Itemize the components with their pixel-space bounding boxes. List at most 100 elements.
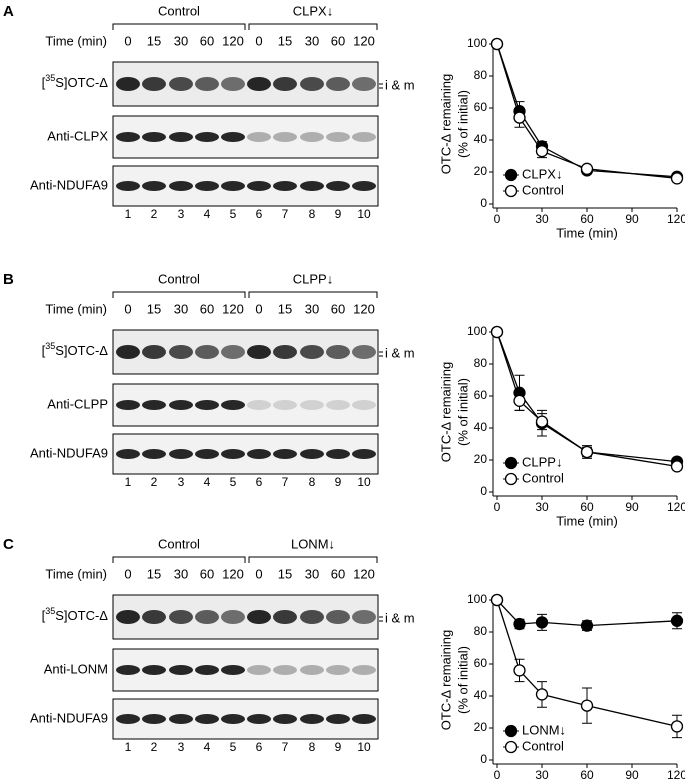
legend-marker	[504, 740, 518, 754]
lane-number: 6	[256, 740, 263, 754]
group-label: CLPP↓	[293, 271, 333, 286]
label-part: S]OTC-Δ	[55, 608, 108, 623]
lane-number: 4	[204, 207, 211, 221]
time-value: 30	[305, 33, 319, 48]
marker	[670, 720, 684, 733]
legend-marker	[504, 168, 518, 182]
label-part: S]OTC-Δ	[55, 75, 108, 90]
time-value: 15	[147, 566, 161, 581]
time-value: 120	[353, 301, 375, 316]
lane-number: 1	[125, 740, 132, 754]
lane-number: 3	[178, 740, 185, 754]
lane-number: 2	[151, 475, 158, 489]
lane-number: 5	[230, 740, 237, 754]
time-value: 15	[147, 301, 161, 316]
y-tick-label: 20	[474, 720, 488, 734]
time-value: 60	[200, 566, 214, 581]
marker	[580, 445, 594, 459]
band	[273, 400, 297, 410]
row-label: Anti-NDUFA9	[30, 710, 108, 725]
band	[116, 400, 140, 410]
y-tick-label: 60	[474, 100, 488, 114]
time-label: Time (min)	[45, 301, 107, 316]
band	[326, 400, 350, 410]
band	[300, 132, 324, 142]
band	[169, 77, 193, 91]
band	[352, 400, 376, 410]
band	[247, 449, 271, 459]
band	[352, 345, 376, 359]
marker	[670, 172, 684, 185]
band	[142, 400, 166, 410]
band	[352, 132, 376, 142]
band	[169, 449, 193, 459]
band	[300, 77, 324, 91]
band	[169, 610, 193, 624]
band	[116, 132, 140, 142]
band	[273, 714, 297, 724]
y-tick-label: 100	[467, 36, 487, 50]
time-value: 120	[353, 566, 375, 581]
lane-number: 6	[256, 207, 263, 221]
lane-number: 7	[282, 207, 289, 221]
time-value: 30	[305, 566, 319, 581]
marker	[670, 460, 684, 473]
legend-label: Control	[522, 182, 564, 197]
row-label: Anti-NDUFA9	[30, 177, 108, 192]
group-bracket	[248, 556, 378, 563]
band-marker	[379, 616, 383, 622]
lane-number: 5	[230, 475, 237, 489]
group-bracket	[248, 291, 378, 298]
time-value: 0	[255, 33, 262, 48]
lane-number: 1	[125, 475, 132, 489]
time-value: 15	[278, 301, 292, 316]
x-tick-label: 60	[580, 768, 594, 782]
y-tick-label: 100	[467, 592, 487, 606]
legend-marker	[504, 472, 518, 486]
time-value: 0	[255, 566, 262, 581]
band	[326, 610, 350, 624]
time-label: Time (min)	[45, 566, 107, 581]
band	[116, 714, 140, 724]
band	[221, 400, 245, 410]
x-tick-label: 120	[667, 500, 685, 514]
y-axis-label: OTC-Δ remaining	[438, 74, 453, 174]
lane-number: 4	[204, 740, 211, 754]
band	[326, 77, 350, 91]
band	[195, 181, 219, 191]
band	[116, 345, 140, 359]
group-bracket	[112, 556, 246, 563]
band	[273, 345, 297, 359]
marker	[513, 617, 526, 631]
lane-number: 10	[357, 207, 371, 221]
x-tick-label: 120	[667, 212, 685, 226]
band	[300, 610, 324, 624]
band	[247, 181, 271, 191]
time-value: 120	[222, 33, 244, 48]
x-tick-label: 0	[494, 768, 501, 782]
band	[273, 610, 297, 624]
group-label: LONM↓	[291, 536, 335, 551]
x-tick-label: 60	[580, 500, 594, 514]
band	[116, 181, 140, 191]
y-axis-label: OTC-Δ remaining	[438, 362, 453, 462]
marker	[535, 688, 549, 701]
group-bracket	[248, 23, 378, 30]
marker	[513, 394, 526, 407]
marker	[535, 145, 549, 158]
label-part: 35	[45, 606, 55, 616]
band	[352, 77, 376, 91]
time-value: 0	[255, 301, 262, 316]
band	[195, 665, 219, 675]
time-value: 0	[124, 301, 131, 316]
marker	[580, 619, 594, 632]
time-value: 120	[222, 301, 244, 316]
panel-letter: B	[3, 271, 14, 288]
band	[142, 132, 166, 142]
x-tick-label: 30	[535, 212, 549, 226]
band	[169, 132, 193, 142]
row-label: Anti-NDUFA9	[30, 445, 108, 460]
band	[273, 77, 297, 91]
time-value: 120	[222, 566, 244, 581]
